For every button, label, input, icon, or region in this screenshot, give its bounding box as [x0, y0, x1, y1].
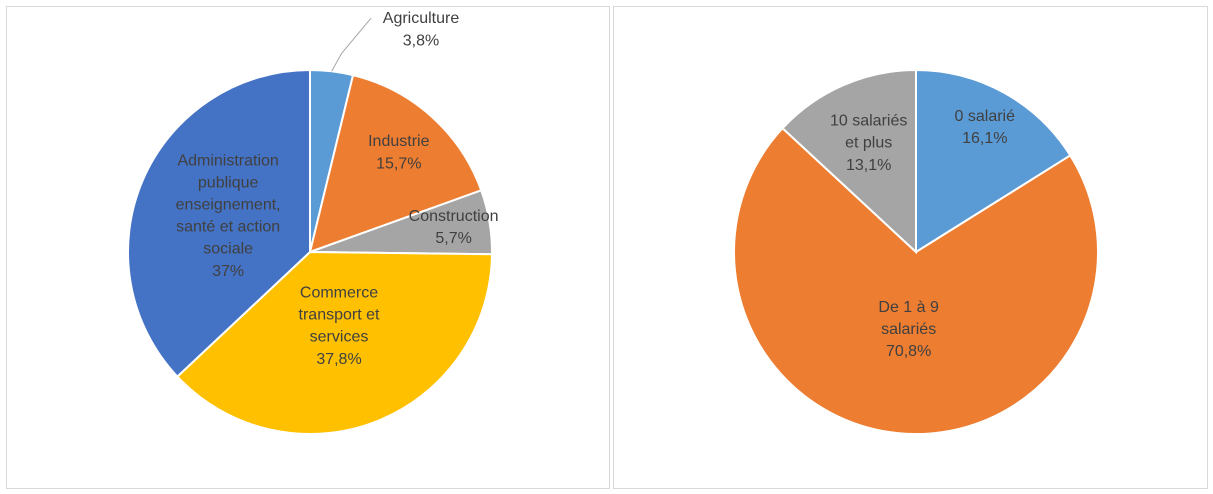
category-label-line: salariés	[881, 321, 936, 338]
data-label: Industrie 15,7%	[368, 133, 429, 172]
category-label: Industrie	[368, 133, 429, 150]
pie-slice	[308, 73, 483, 254]
data-label: Administration publique enseignement, santé…	[176, 153, 281, 280]
category-label-line: transport et	[299, 307, 380, 324]
data-label: Commerce transport et services 37,8%	[299, 285, 380, 368]
value-label: 37,8%	[316, 351, 361, 368]
value-label: 5,7%	[435, 230, 471, 247]
category-label: 10 salariés et plus	[830, 113, 907, 152]
category-label-line: Administration	[177, 153, 278, 170]
category-label: Agriculture	[383, 10, 460, 27]
category-label-line: Industrie	[368, 133, 429, 150]
category-label-line: enseignement,	[176, 197, 281, 214]
pie-slice	[733, 126, 1099, 435]
data-label: Agriculture 3,8%	[383, 10, 460, 49]
data-label: 0 salarié 16,1%	[955, 108, 1016, 147]
category-label-line: Construction	[409, 208, 499, 225]
pie-slice	[175, 250, 493, 435]
category-label-line: 0 salarié	[955, 108, 1016, 125]
category-label-line: Commerce	[300, 285, 378, 302]
category-label-line: sociale	[203, 241, 253, 258]
category-label-line: santé et action	[176, 219, 280, 236]
category-label: Commerce transport et services	[299, 285, 380, 346]
pie-slice	[915, 68, 1072, 254]
category-label-line: De 1 à 9	[878, 299, 939, 316]
data-label: Construction 5,7%	[409, 208, 499, 247]
category-label-line: services	[310, 329, 369, 346]
value-label: 37%	[212, 263, 244, 280]
leader-line	[331, 17, 372, 72]
category-label-line: publique	[198, 175, 259, 192]
category-label: Administration publique enseignement, santé…	[176, 153, 281, 258]
data-label: 10 salariés et plus 13,1%	[830, 113, 907, 174]
value-label: 13,1%	[846, 157, 891, 174]
value-label: 15,7%	[376, 155, 421, 172]
value-label: 70,8%	[886, 343, 931, 360]
category-label-line: Agriculture	[383, 10, 460, 27]
value-label: 3,8%	[403, 32, 439, 49]
data-label: De 1 à 9 salariés 70,8%	[878, 299, 939, 360]
category-label: Construction	[409, 208, 499, 225]
pie-slice	[781, 68, 917, 255]
category-label-line: et plus	[845, 135, 892, 152]
value-label: 16,1%	[962, 130, 1007, 147]
category-label: 0 salarié	[955, 108, 1016, 125]
pie-slice	[127, 68, 311, 379]
category-label-line: 10 salariés	[830, 113, 907, 130]
category-label: De 1 à 9 salariés	[878, 299, 939, 338]
